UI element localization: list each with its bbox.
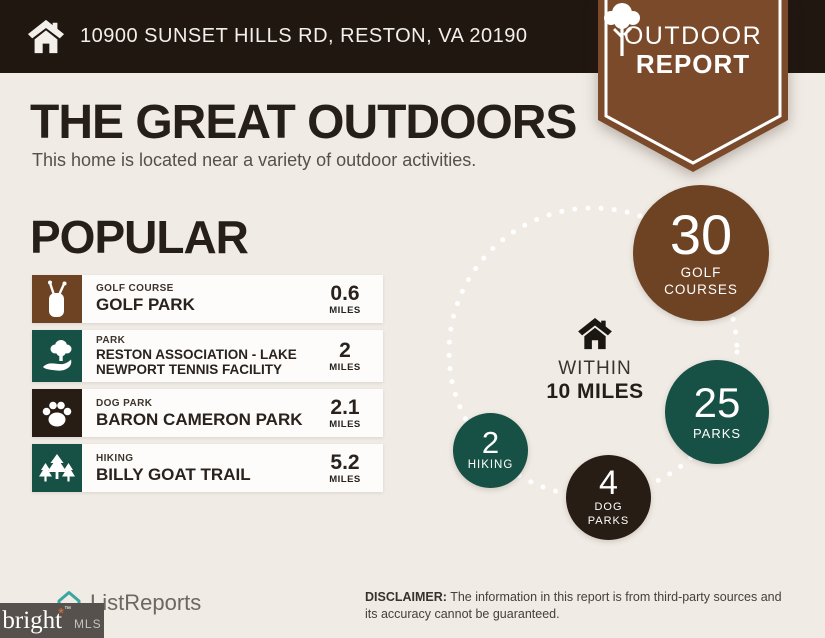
radius-label-miles: 10 MILES	[546, 380, 644, 403]
list-item-billy-goat-trail: HIKING BILLY GOAT TRAIL 5.2 MILES	[32, 444, 383, 493]
mls-wordmark: MLS	[73, 616, 102, 631]
ribbon-shape	[598, 0, 788, 172]
item-category: DOG PARK	[96, 397, 153, 409]
item-distance-unit: MILES	[329, 361, 361, 373]
stat-label: DOG PARKS	[587, 501, 630, 527]
disclaimer-label: DISCLAIMER:	[365, 590, 447, 604]
item-category: HIKING	[96, 452, 134, 464]
item-name: BILLY GOAT TRAIL	[96, 464, 251, 484]
item-name: GOLF PARK	[96, 295, 195, 315]
list-item-golf-park: GOLF COURSE GOLF PARK 0.6 MILES	[32, 275, 383, 323]
bright-wordmark: bright	[2, 607, 63, 634]
badge-title-line2: REPORT	[635, 49, 751, 79]
outdoor-report-badge: OUTDOOR REPORT	[598, 0, 788, 178]
radius-label-within: WITHIN	[558, 358, 632, 379]
paw-icon	[32, 389, 82, 438]
stat-label: HIKING	[467, 459, 514, 472]
item-category: GOLF COURSE	[96, 283, 174, 295]
stat-label: GOLF COURSES	[664, 265, 738, 297]
page-title: THE GREAT OUTDOORS	[30, 96, 577, 149]
stat-label: PARKS	[692, 425, 742, 441]
page-subtitle: This home is located near a variety of o…	[32, 150, 477, 170]
property-address: 10900 SUNSET HILLS RD, RESTON, VA 20190	[80, 25, 528, 47]
item-distance: 2.1	[330, 395, 360, 419]
listreports-wordmark: ListReports	[90, 589, 202, 615]
item-distance-unit: MILES	[329, 304, 361, 316]
stat-circle-hiking: 2 HIKING	[453, 413, 528, 488]
stat-circle-parks: 25 PARKS	[665, 360, 769, 464]
item-name: BARON CAMERON PARK	[96, 409, 303, 429]
list-item-baron-cameron-park: DOG PARK BARON CAMERON PARK 2.1 MILES	[32, 389, 383, 438]
stat-value: 25	[693, 378, 741, 426]
park-icon	[32, 330, 82, 383]
tree-icon	[604, 3, 640, 56]
stat-value: 30	[669, 203, 733, 267]
star-icon: *	[58, 605, 64, 622]
badge-title-line1: OUTDOOR	[623, 22, 763, 50]
bright-mls-watermark: bright * ™ MLS	[0, 603, 104, 638]
item-category: PARK	[96, 335, 126, 346]
stat-value: 2	[481, 424, 500, 460]
radius-center: WITHIN 10 MILES	[515, 318, 675, 404]
item-distance-unit: MILES	[329, 473, 361, 485]
stat-circle-dog-parks: 4 DOG PARKS	[566, 455, 651, 540]
list-item-reston-association: PARK RESTON ASSOCIATION - LAKE NEWPORT T…	[32, 330, 383, 383]
home-icon	[27, 19, 65, 53]
item-name: RESTON ASSOCIATION - LAKE NEWPORT TENNIS…	[96, 347, 297, 378]
golf-bag-icon	[32, 275, 82, 323]
popular-list: GOLF COURSE GOLF PARK 0.6 MILES	[32, 275, 383, 493]
stat-value: 4	[599, 464, 618, 503]
item-distance: 0.6	[330, 281, 360, 305]
item-distance: 2	[339, 338, 351, 362]
item-distance: 5.2	[330, 450, 360, 474]
pine-trees-icon	[32, 444, 82, 493]
stat-circle-golf-courses: 30 GOLF COURSES	[633, 185, 769, 321]
item-distance-unit: MILES	[329, 418, 361, 430]
home-icon	[578, 318, 612, 350]
popular-heading: POPULAR	[30, 211, 249, 263]
disclaimer-text: DISCLAIMER: The information in this repo…	[365, 590, 782, 621]
